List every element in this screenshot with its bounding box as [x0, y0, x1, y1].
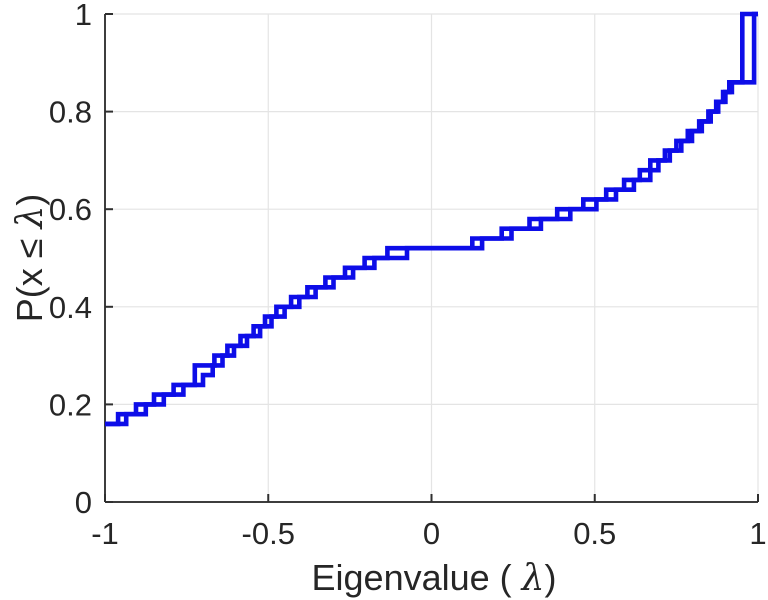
y-axis-title: P(x ≤ λ) — [9, 194, 51, 323]
y-tick-label: 0.8 — [49, 95, 92, 130]
x-tick-label: 0 — [423, 516, 440, 551]
y-tick-label: 0.2 — [49, 387, 92, 422]
y-axis-title-text: P(x ≤ — [9, 229, 50, 323]
y-tick-label: 0 — [75, 485, 92, 520]
lambda-symbol: λ — [10, 206, 51, 231]
y-axis-title-close-paren: ) — [9, 194, 50, 206]
x-tick-label: 1 — [749, 516, 766, 551]
axis-tick-labels: -1 -0.5 0 0.5 1 0 0.2 0.4 0.6 0.8 1 — [49, 0, 767, 551]
y-tick-label: 0.4 — [49, 290, 92, 325]
y-tick-label: 1 — [75, 0, 92, 32]
x-axis-title-text: Eigenvalue ( — [312, 557, 522, 598]
x-axis-title-close-paren: ) — [544, 557, 556, 598]
x-axis-title: Eigenvalue ( λ) — [312, 557, 557, 599]
cdf-step-curves — [105, 11, 758, 427]
ecdf-step-series-1 — [105, 11, 758, 427]
x-tick-label: 0.5 — [573, 516, 616, 551]
y-tick-label: 0.6 — [49, 192, 92, 227]
axis-ticks — [104, 13, 759, 503]
lambda-symbol: λ — [520, 558, 545, 599]
x-tick-label: -0.5 — [242, 516, 295, 551]
grid-layer — [105, 13, 759, 502]
x-tick-label: -1 — [91, 516, 119, 551]
